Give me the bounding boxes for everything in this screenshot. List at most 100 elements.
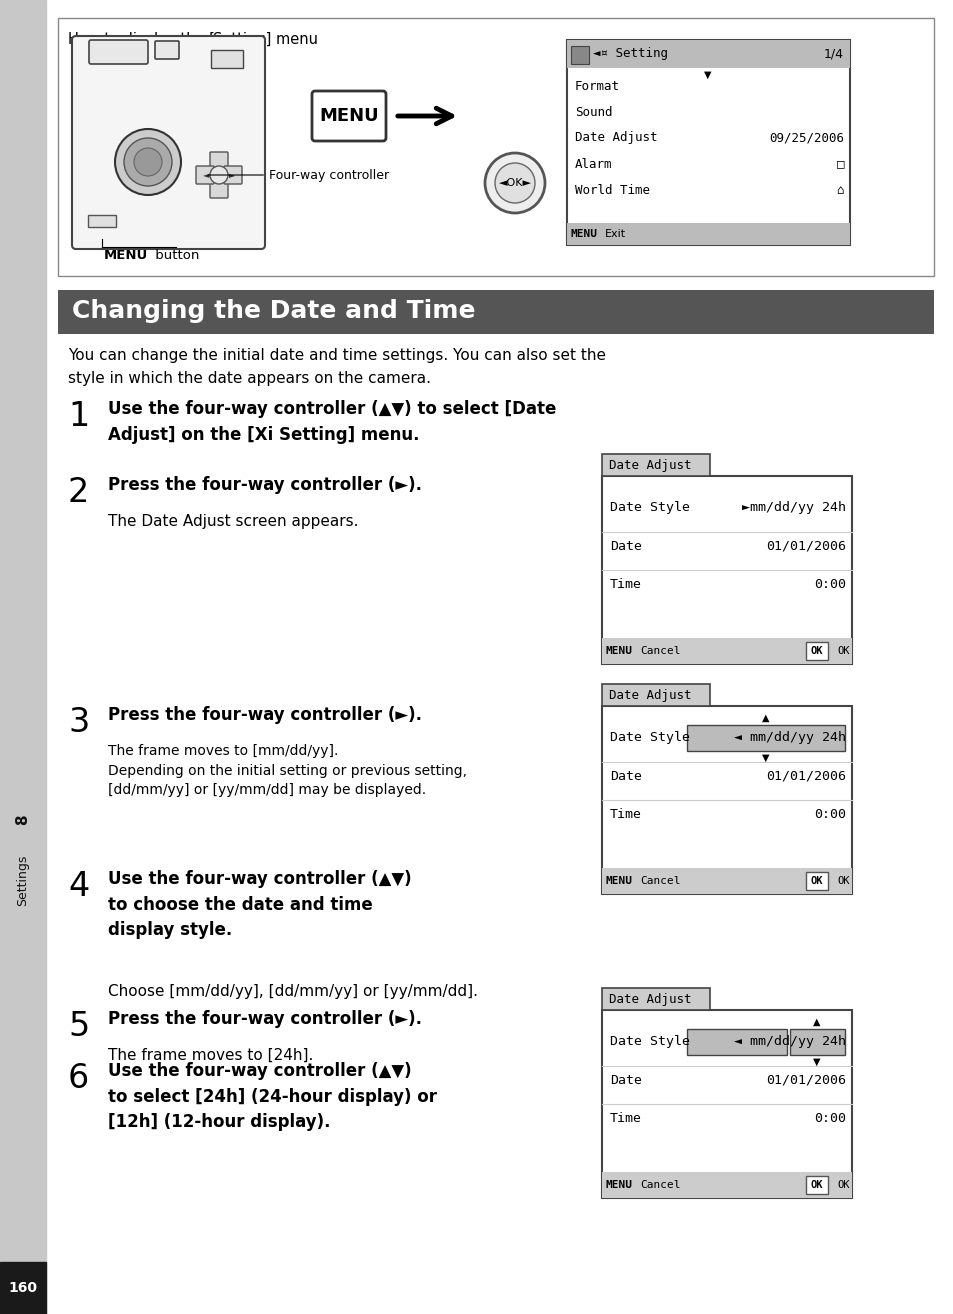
FancyBboxPatch shape <box>601 455 709 476</box>
Text: ▼: ▼ <box>703 70 711 80</box>
Text: 1: 1 <box>68 399 90 434</box>
Text: Date: Date <box>609 1074 641 1087</box>
Circle shape <box>133 148 162 176</box>
Text: 01/01/2006: 01/01/2006 <box>765 770 845 783</box>
Text: ◄ mm/dd/yy 24h: ◄ mm/dd/yy 24h <box>733 1035 845 1049</box>
Text: 5: 5 <box>68 1010 90 1043</box>
Circle shape <box>124 138 172 187</box>
Text: Use the four-way controller (▲▼) to select [Date
Adjust] on the [Xi Setting] men: Use the four-way controller (▲▼) to sele… <box>108 399 556 444</box>
Circle shape <box>115 129 181 194</box>
Text: Alarm: Alarm <box>575 158 612 171</box>
Bar <box>566 223 849 244</box>
Text: MENU: MENU <box>605 646 633 656</box>
Text: Use the four-way controller (▲▼)
to select [24h] (24-hour display) or
[12h] (12-: Use the four-way controller (▲▼) to sele… <box>108 1062 436 1131</box>
Text: 09/25/2006: 09/25/2006 <box>768 131 843 145</box>
Text: 01/01/2006: 01/01/2006 <box>765 1074 845 1087</box>
Text: ▲: ▲ <box>761 714 769 723</box>
Text: Date Adjust: Date Adjust <box>608 992 691 1005</box>
Bar <box>601 639 851 664</box>
Text: MENU: MENU <box>319 106 378 125</box>
Text: ◄¤ Setting: ◄¤ Setting <box>593 47 667 60</box>
Text: 0:00: 0:00 <box>813 577 845 590</box>
Text: ◄ mm/dd/yy 24h: ◄ mm/dd/yy 24h <box>733 732 845 745</box>
Bar <box>601 706 851 894</box>
Bar <box>58 290 933 334</box>
Text: ⌂: ⌂ <box>836 184 843 197</box>
Text: 4: 4 <box>68 870 90 903</box>
Text: Date: Date <box>609 770 641 783</box>
FancyBboxPatch shape <box>601 988 709 1010</box>
Text: ►: ► <box>229 171 235 180</box>
Bar <box>211 50 243 68</box>
Circle shape <box>484 152 544 213</box>
Text: Use the four-way controller (▲▼)
to choose the date and time
display style.: Use the four-way controller (▲▼) to choo… <box>108 870 411 940</box>
Text: Sound: Sound <box>575 105 612 118</box>
FancyBboxPatch shape <box>805 1176 827 1194</box>
Text: OK: OK <box>810 1180 822 1190</box>
Text: 01/01/2006: 01/01/2006 <box>765 540 845 552</box>
Text: Date Adjust: Date Adjust <box>575 131 657 145</box>
Text: 0:00: 0:00 <box>813 1112 845 1125</box>
Text: The frame moves to [24h].: The frame moves to [24h]. <box>108 1049 313 1063</box>
Bar <box>88 215 116 227</box>
Text: OK: OK <box>810 876 822 886</box>
Text: Date Style: Date Style <box>609 502 689 515</box>
Text: Cancel: Cancel <box>639 1180 679 1190</box>
Text: MENU: MENU <box>605 1180 633 1190</box>
Text: You can change the initial date and time settings. You can also set the
style in: You can change the initial date and time… <box>68 348 605 386</box>
Bar <box>566 39 849 244</box>
Text: OK: OK <box>837 1180 849 1190</box>
Bar <box>571 46 588 64</box>
Text: Format: Format <box>575 80 619 92</box>
Text: Date: Date <box>609 540 641 552</box>
Circle shape <box>210 166 228 184</box>
Text: Time: Time <box>609 808 641 820</box>
Text: Date Adjust: Date Adjust <box>608 459 691 472</box>
Text: World Time: World Time <box>575 184 649 197</box>
Text: The frame moves to [mm/dd/yy].
Depending on the initial setting or previous sett: The frame moves to [mm/dd/yy]. Depending… <box>108 744 467 798</box>
Text: How to display the [: How to display the [ <box>68 32 214 47</box>
Bar <box>58 18 933 276</box>
Text: 0:00: 0:00 <box>813 808 845 820</box>
Text: 6: 6 <box>68 1062 90 1095</box>
Text: The Date Adjust screen appears.: The Date Adjust screen appears. <box>108 514 358 530</box>
Text: MENU: MENU <box>605 876 633 886</box>
Text: Choose [mm/dd/yy], [dd/mm/yy] or [yy/mm/dd].: Choose [mm/dd/yy], [dd/mm/yy] or [yy/mm/… <box>108 984 477 999</box>
Text: Date Style: Date Style <box>609 732 689 745</box>
FancyBboxPatch shape <box>210 180 228 198</box>
Bar <box>686 725 844 752</box>
Text: Date Adjust: Date Adjust <box>608 689 691 702</box>
FancyBboxPatch shape <box>71 35 265 248</box>
Text: Exit: Exit <box>604 229 625 239</box>
Bar <box>601 1010 851 1198</box>
Text: □: □ <box>836 158 843 171</box>
Text: 1/4: 1/4 <box>823 47 843 60</box>
Bar <box>601 476 851 664</box>
Text: Four-way controller: Four-way controller <box>208 168 389 181</box>
Text: MENU: MENU <box>571 229 598 239</box>
Text: ◄: ◄ <box>203 171 209 180</box>
FancyBboxPatch shape <box>805 872 827 890</box>
Text: Date Style: Date Style <box>609 1035 689 1049</box>
Text: Setting] menu: Setting] menu <box>213 32 317 47</box>
Circle shape <box>495 163 535 202</box>
Text: OK: OK <box>837 646 849 656</box>
Text: Cancel: Cancel <box>639 646 679 656</box>
Bar <box>789 1029 844 1055</box>
FancyBboxPatch shape <box>89 39 148 64</box>
Text: Time: Time <box>609 577 641 590</box>
FancyBboxPatch shape <box>601 685 709 706</box>
Text: OK: OK <box>810 646 822 656</box>
Text: 3: 3 <box>68 706 90 738</box>
Text: Changing the Date and Time: Changing the Date and Time <box>71 300 475 323</box>
Text: OK: OK <box>837 876 849 886</box>
FancyBboxPatch shape <box>154 41 179 59</box>
Bar <box>601 869 851 894</box>
Bar <box>686 1029 786 1055</box>
Text: Press the four-way controller (►).: Press the four-way controller (►). <box>108 476 421 494</box>
Text: ◄OK►: ◄OK► <box>498 177 531 188</box>
Bar <box>0 1261 46 1314</box>
Text: Press the four-way controller (►).: Press the four-way controller (►). <box>108 706 421 724</box>
Text: 2: 2 <box>68 476 90 509</box>
Text: ▲: ▲ <box>812 1017 820 1028</box>
